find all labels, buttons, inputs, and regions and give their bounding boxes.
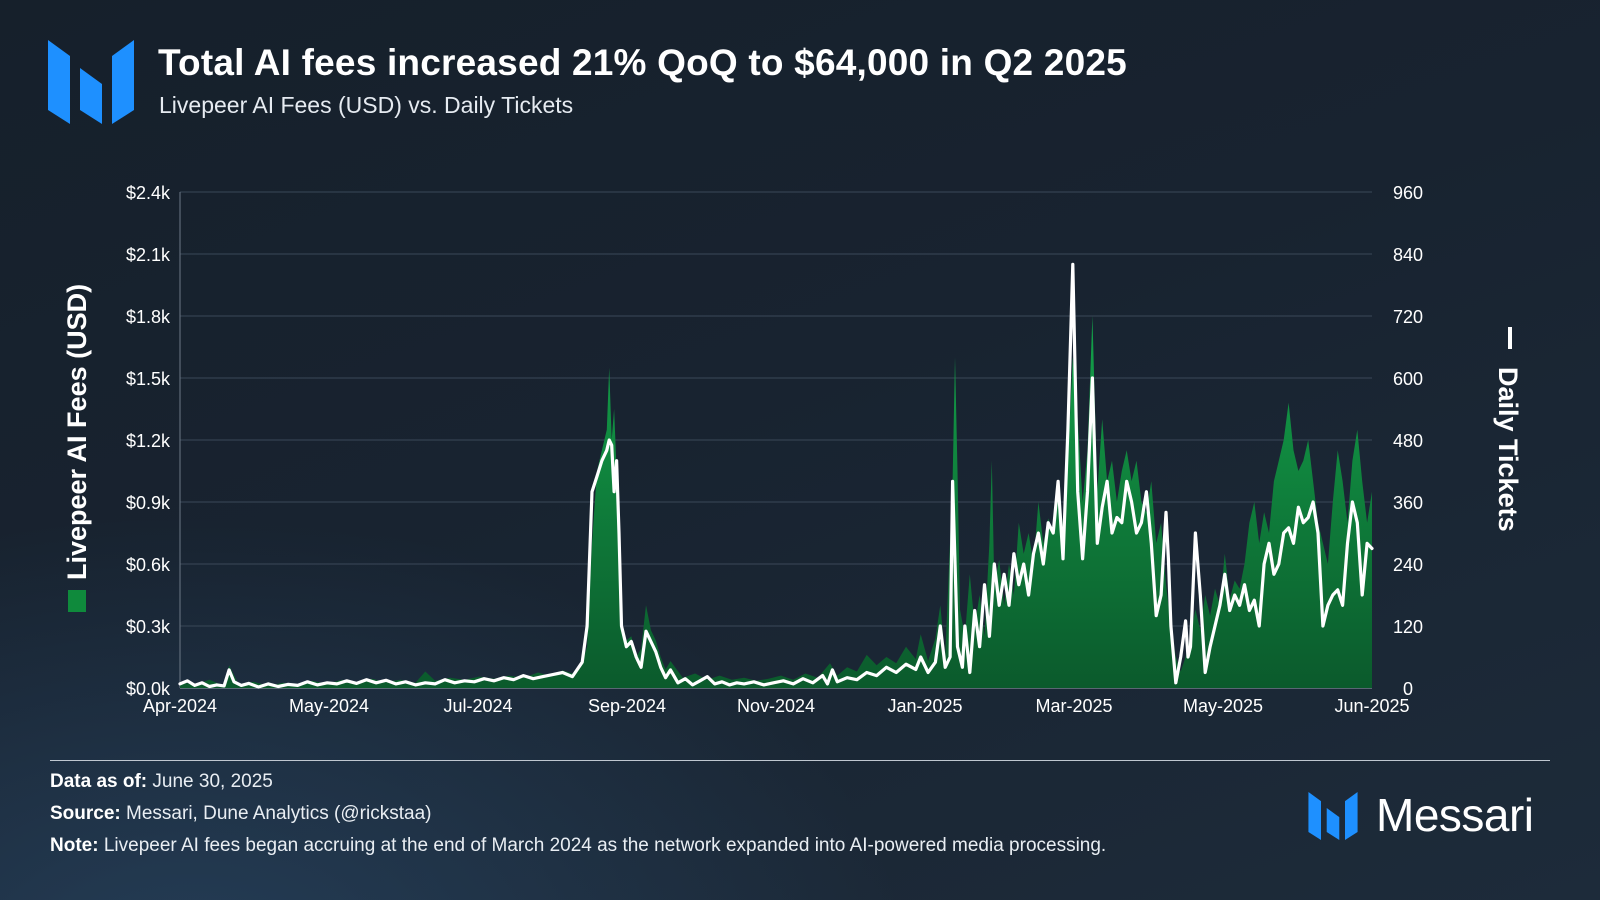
note-value: Livepeer AI fees began accruing at the e…	[103, 835, 1107, 856]
left-tick-label: $0.9k	[126, 493, 171, 513]
data-as-of-value: June 30, 2025	[152, 771, 273, 792]
data-as-of: Data as of: June 30, 2025	[50, 771, 273, 793]
chart-title: Total AI fees increased 21% QoQ to $64,0…	[158, 42, 1127, 83]
source-label: Source:	[50, 803, 121, 824]
right-tick-label: 120	[1393, 617, 1423, 637]
x-tick-label: Apr-2024	[143, 696, 217, 716]
left-axis-ticks: $0.0k $0.3k $0.6k $0.9k $1.2k $1.5k $1.8k $2.1k…	[126, 183, 171, 699]
source-value: Messari, Dune Analytics (@rickstaa)	[126, 803, 432, 824]
right-tick-label: 240	[1393, 555, 1423, 575]
brand-name: Messari	[1376, 789, 1534, 841]
x-tick-label: Nov-2024	[737, 696, 815, 716]
footer-divider	[50, 760, 1550, 761]
x-tick-label: May-2025	[1183, 696, 1263, 716]
tickets-line-series	[178, 262, 1374, 689]
right-tick-label: 600	[1393, 369, 1423, 389]
right-tick-label: 360	[1393, 493, 1423, 513]
x-tick-label: Sep-2024	[588, 696, 666, 716]
x-tick-label: Jun-2025	[1334, 696, 1409, 716]
source-line: Source: Messari, Dune Analytics (@rickst…	[50, 803, 431, 825]
grid-lines	[180, 191, 1372, 627]
left-tick-label: $1.8k	[126, 307, 171, 327]
x-axis-ticks: Apr-2024 May-2024 Jul-2024 Sep-2024 Nov-2024…	[143, 696, 1410, 716]
fees-legend-swatch	[68, 590, 86, 612]
x-tick-label: Jan-2025	[887, 696, 962, 716]
right-tick-label: 840	[1393, 245, 1423, 265]
note-line: Note: Livepeer AI fees began accruing at…	[50, 835, 1106, 857]
right-axis-ticks: 0 120 240 360 480 600 720 840 960	[1393, 183, 1423, 699]
left-tick-label: $1.5k	[126, 369, 171, 389]
left-tick-label: $1.2k	[126, 431, 171, 451]
left-tick-label: $2.1k	[126, 245, 171, 265]
right-axis-title: Daily Tickets	[1493, 327, 1523, 532]
brand-lockup: Messari	[1308, 789, 1558, 844]
right-tick-label: 960	[1393, 183, 1423, 203]
left-axis-label: Livepeer AI Fees (USD)	[62, 284, 92, 580]
messari-logo-icon	[48, 40, 134, 124]
x-tick-label: Mar-2025	[1035, 696, 1112, 716]
left-tick-label: $0.0k	[126, 679, 171, 699]
x-tick-label: Jul-2024	[443, 696, 512, 716]
data-as-of-label: Data as of:	[50, 771, 148, 792]
left-axis-title: Livepeer AI Fees (USD)	[62, 284, 92, 612]
x-tick-label: May-2024	[289, 696, 369, 716]
tickets-legend-swatch	[1508, 327, 1512, 349]
fees-area-series	[180, 316, 1372, 688]
left-tick-label: $0.3k	[126, 617, 171, 637]
messari-brand-icon	[1308, 792, 1358, 840]
right-tick-label: 480	[1393, 431, 1423, 451]
note-label: Note:	[50, 835, 99, 856]
right-axis-label: Daily Tickets	[1493, 367, 1523, 532]
chart-subtitle: Livepeer AI Fees (USD) vs. Daily Tickets	[159, 92, 574, 118]
left-tick-label: $2.4k	[126, 183, 171, 203]
right-tick-label: 720	[1393, 307, 1423, 327]
right-tick-label: 0	[1403, 679, 1413, 699]
left-tick-label: $0.6k	[126, 555, 171, 575]
